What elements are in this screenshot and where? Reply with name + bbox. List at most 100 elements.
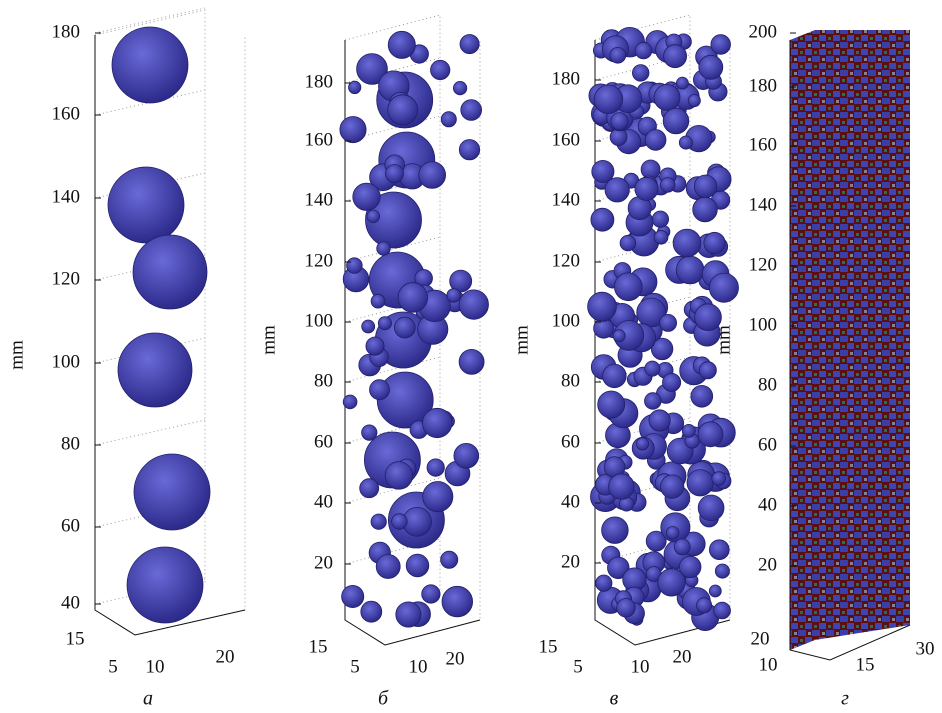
grain [619, 234, 637, 252]
grain [601, 516, 629, 544]
grain [697, 494, 725, 522]
bottom-tick-label: 20 [216, 646, 235, 667]
bottom-tick-label: 5 [350, 656, 360, 677]
z-tick-label: 80 [758, 374, 777, 395]
grain [650, 337, 674, 361]
grain [449, 269, 473, 293]
grain [604, 177, 630, 203]
grain [711, 471, 727, 486]
grain [458, 289, 489, 320]
box-outline [94, 9, 246, 636]
grain [632, 64, 650, 82]
z-tick-label: 140 [52, 186, 81, 207]
grain [459, 34, 480, 55]
grain [395, 601, 422, 628]
axis [789, 40, 911, 661]
grid-line [344, 296, 441, 323]
bottom-tick-label: 10 [146, 656, 165, 677]
grain [405, 553, 430, 578]
grain [376, 371, 434, 429]
grain [440, 550, 459, 569]
grain [612, 329, 626, 343]
panel: 200 180 160 140 120 100 80 60 40 20 20 10 15 30 mm г [713, 21, 934, 709]
z-tick-label: 60 [314, 431, 333, 452]
z-tick-label: 40 [561, 491, 580, 512]
z-tick-label: 180 [52, 21, 81, 42]
grain [713, 601, 731, 620]
grain [616, 598, 636, 618]
grain [609, 128, 628, 147]
z-tick-label: 20 [758, 554, 777, 575]
z-tick-label: 180 [749, 75, 778, 96]
z-tick-label: 160 [749, 134, 778, 155]
grain [609, 46, 627, 64]
grain [696, 597, 713, 614]
grain [673, 538, 691, 556]
grain [636, 297, 667, 328]
grain [370, 293, 386, 309]
grain [651, 210, 670, 228]
grain [418, 161, 447, 189]
bottom-tick-label: 10 [409, 656, 428, 677]
grain [393, 316, 416, 339]
z-tick-label: 140 [749, 194, 778, 215]
grain [686, 469, 714, 497]
grain [634, 176, 659, 201]
grain [698, 361, 717, 380]
z-tick-label: 80 [561, 370, 580, 391]
grain [339, 116, 367, 144]
grain [370, 513, 387, 530]
grain [663, 44, 687, 69]
grain [645, 530, 667, 552]
z-tick-label: 40 [314, 491, 333, 512]
z-tick-label: 120 [749, 254, 778, 275]
z-tick-label: 100 [749, 314, 778, 335]
z-tick-label: 60 [561, 431, 580, 452]
grain [126, 546, 204, 624]
grid-line [94, 419, 206, 446]
grain [635, 437, 650, 451]
z-tick-label: 160 [552, 129, 581, 150]
grain [657, 568, 686, 597]
grain [610, 112, 629, 131]
bottom-tick-label: 15 [66, 628, 85, 649]
grid-line [94, 7, 206, 34]
z-tick-label: 120 [552, 250, 581, 271]
grain [385, 164, 404, 184]
grain [659, 313, 677, 332]
grain [460, 99, 483, 121]
caption: в [610, 688, 619, 710]
grain [672, 228, 702, 258]
bottom-tick-label: 15 [309, 636, 328, 657]
z-tick-label: 20 [561, 551, 580, 572]
grain [687, 94, 701, 108]
grain [662, 372, 682, 392]
z-tick-label: 80 [314, 370, 333, 391]
grain [384, 461, 414, 490]
grain [133, 453, 211, 531]
grain [590, 207, 615, 232]
grid-line [344, 538, 441, 565]
grain [660, 177, 676, 193]
z-tick-label: 60 [758, 434, 777, 455]
caption: б [378, 688, 389, 710]
grain [342, 394, 358, 410]
bottom-tick-label: 5 [573, 656, 583, 677]
z-tick-label: 200 [749, 21, 778, 42]
z-tick-label: 180 [305, 71, 334, 92]
grain [653, 229, 669, 245]
caption: г [841, 688, 849, 710]
grain [634, 41, 653, 60]
z-tick-label: 140 [552, 189, 581, 210]
bottom-tick-label: 5 [108, 656, 118, 677]
grain [440, 111, 457, 128]
grain [708, 584, 722, 598]
grain [360, 600, 383, 623]
panel: 180 160 140 120 100 80 60 40 20 15 5 10 20 mm б [258, 14, 489, 710]
grain [644, 360, 661, 377]
panel: 180 160 140 120 100 80 60 40 15 5 10 20 mm а [6, 7, 246, 710]
grain [365, 336, 385, 356]
grain [391, 513, 408, 530]
grain [377, 316, 392, 331]
